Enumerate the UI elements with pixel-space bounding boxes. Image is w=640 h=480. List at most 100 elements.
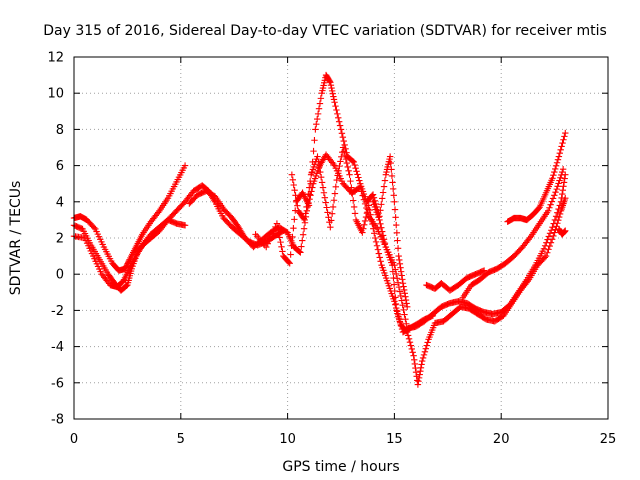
data-point [549,175,556,182]
data-point [326,78,333,85]
data-point [420,351,428,359]
data-point [346,171,353,178]
data-point [400,306,407,314]
data-point [556,149,563,157]
data-point [421,348,429,355]
data-point [562,129,569,137]
data-point [546,230,554,237]
data-point [412,368,420,376]
y-axis-label: SDTVAR / TECUs [8,181,24,296]
data-point [293,197,300,204]
data-point [313,121,320,128]
data-point [351,161,358,169]
data-point [352,164,359,172]
data-point [320,189,328,196]
data-point [429,312,437,320]
data-point [318,179,326,186]
data-point [371,230,378,237]
data-point [314,110,322,118]
data-point [544,207,552,215]
data-point [325,214,332,221]
data-point [391,287,398,295]
x-tick-label: 5 [177,432,185,447]
data-point [304,197,311,204]
data-point [376,254,383,261]
data-point [417,364,425,372]
data-point [276,234,283,241]
x-tick-label: 10 [279,432,296,447]
data-point [409,349,416,356]
data-point [274,224,282,232]
data-point [319,184,327,191]
data-point [393,307,400,314]
data-point [377,207,384,214]
data-point [339,144,347,151]
data-point [338,153,345,161]
data-point [330,160,337,168]
data-point [337,126,345,133]
data-point [390,281,398,288]
data-point [418,357,426,365]
data-point [417,367,424,375]
data-point [375,250,383,257]
data-point [554,156,562,163]
data-point [393,221,400,229]
data-point [327,223,334,231]
data-point [389,179,396,186]
data-point [333,106,340,114]
data-point [552,165,559,173]
data-point [396,316,403,323]
data-point [394,237,401,244]
data-point [401,311,408,318]
data-point [399,280,407,287]
data-point [264,240,271,247]
data-point [291,216,298,223]
data-point [542,252,550,260]
data-point [393,229,401,237]
data-point [335,118,343,125]
data-point [404,303,411,310]
data-point [289,176,296,184]
data-point [333,176,340,184]
data-point [315,105,323,112]
data-point [366,206,373,214]
data-series [70,216,189,291]
data-point [548,198,556,205]
data-point [395,313,402,320]
data-point [373,242,381,249]
data-point [559,168,566,176]
data-series [369,198,437,336]
data-point [275,229,282,237]
data-point [552,162,560,170]
data-point [408,345,415,353]
data-point [288,242,295,249]
data-point [391,198,398,205]
data-point [397,264,404,271]
data-point [562,227,569,234]
data-point [561,133,568,140]
data-point [328,217,335,224]
data-point [317,174,325,181]
data-point [345,167,352,174]
data-point [390,192,397,199]
data-point [419,354,427,362]
data-point [349,190,356,198]
data-point [559,186,567,194]
data-point [360,225,367,232]
data-point [559,166,567,173]
data-point [389,185,397,193]
data-point [287,251,294,258]
data-point [181,162,189,169]
data-point [330,96,338,103]
grid [74,57,608,419]
data-point [90,224,98,231]
data-point [310,147,317,155]
data-point [301,216,308,224]
data-point [263,243,270,251]
data-point [354,171,361,178]
data-point [376,216,383,224]
data-point [554,183,561,190]
data-point [370,225,377,232]
data-point [524,277,531,285]
data-series [459,166,567,301]
